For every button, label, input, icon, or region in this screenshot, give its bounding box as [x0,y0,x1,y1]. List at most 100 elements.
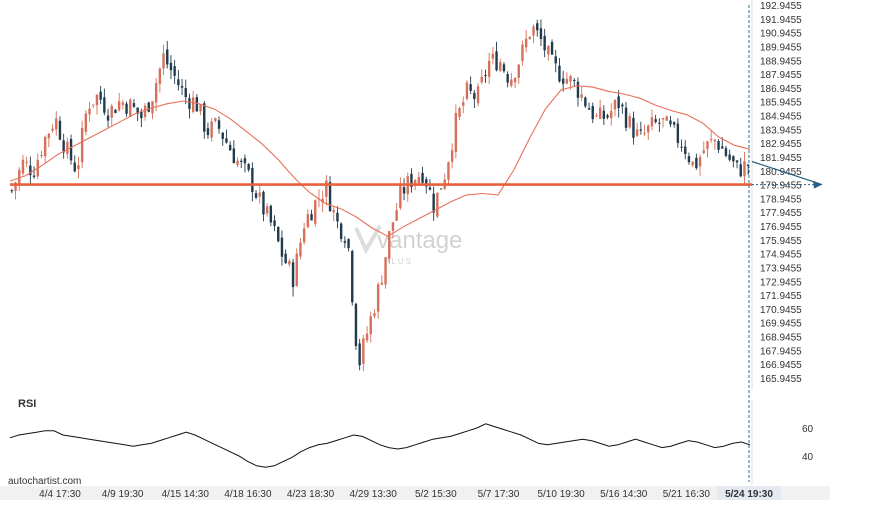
price-tick-label: 191.9455 [760,15,802,26]
candle-body [203,103,206,132]
candle-body [499,62,502,71]
candle-body [325,180,328,197]
time-tick-label: 5/16 14:30 [600,489,648,500]
candle-body [669,120,672,125]
candle-body [95,94,99,106]
price-tick-label: 190.9455 [760,29,802,40]
candle-body [262,191,265,215]
candle-body [291,262,295,288]
candle-body [117,101,121,111]
candle-body [365,333,369,341]
time-tick-label: 5/7 17:30 [478,489,520,500]
candle-body [465,82,469,99]
candle-body [265,206,269,214]
price-tick-label: 179.9455 [760,181,802,192]
candle-body [73,162,76,172]
candle-body [21,159,25,174]
candle-body [106,115,110,121]
candle-body [376,284,380,312]
candle-body [199,104,202,112]
candle-body [339,223,343,239]
candle-body [676,123,680,143]
candle-body [343,240,347,243]
candle-body [476,86,480,104]
candle-body [732,156,735,162]
candle-body [698,157,702,167]
candle-body [169,62,173,71]
candle-body [487,60,491,77]
candle-body [99,91,102,100]
price-tick-label: 187.9455 [760,70,802,81]
candle-body [321,198,324,203]
candle-body [299,242,302,257]
candle-body [650,117,654,127]
candle-body [595,115,598,117]
candle-body [410,173,413,187]
candle-body [373,313,376,317]
time-tick-label: 4/4 17:30 [39,489,81,500]
candle-body [103,97,106,113]
candle-body [550,41,554,55]
candle-body [358,343,361,366]
candle-body [706,141,709,149]
price-tick-label: 172.9455 [760,277,802,288]
candle-body [77,165,80,170]
candle-body [188,98,191,109]
candle-body [709,139,713,141]
candle-body [395,210,398,221]
candle-body [40,155,43,157]
candle-body [417,176,421,184]
candle-body [284,253,287,264]
candle-body [598,107,602,119]
candle-body [587,108,591,110]
candle-body [450,150,454,162]
time-tick-label: 5/2 15:30 [415,489,457,500]
price-tick-label: 173.9455 [760,263,802,274]
candle-body [547,45,550,55]
candle-body [743,161,746,177]
price-tick-label: 186.9455 [760,84,802,95]
price-tick-label: 170.9455 [760,305,802,316]
candle-body [180,86,184,88]
candle-body [439,188,443,190]
candle-body [635,129,639,136]
candle-body [724,148,728,156]
candle-body [647,125,650,133]
candle-body [136,107,139,114]
candle-body [29,165,32,176]
candle-body [602,110,606,119]
candle-body [143,105,147,118]
candle-body [661,118,665,120]
candle-body [728,154,731,160]
candle-body [206,128,210,136]
price-tick-label: 165.9455 [760,374,802,385]
candle-body [258,192,261,197]
price-tick-label: 188.9455 [760,56,802,67]
candle-body [680,146,683,148]
candle-body [302,228,306,243]
candle-body [643,132,646,134]
candle-body [228,144,232,151]
candle-body [32,175,36,177]
candle-body [18,169,21,184]
candle-body [328,182,332,212]
x-axis-band [0,486,830,500]
time-tick-label: 4/9 19:30 [102,489,144,500]
candle-body [140,111,143,119]
candle-body [458,107,461,117]
candle-body [191,97,195,112]
vantage-watermark: vantage PLUS [354,224,462,266]
candle-body [132,103,136,107]
candle-body [621,104,624,107]
candle-body [47,133,51,139]
candle-body [717,141,720,150]
source-label: autochartist.com [8,476,81,487]
candle-body [528,36,532,39]
candle-body [62,140,65,153]
candle-body [428,187,432,190]
candle-body [432,193,435,213]
candle-body [380,282,384,285]
candle-body [388,231,391,259]
candle-body [695,157,698,169]
